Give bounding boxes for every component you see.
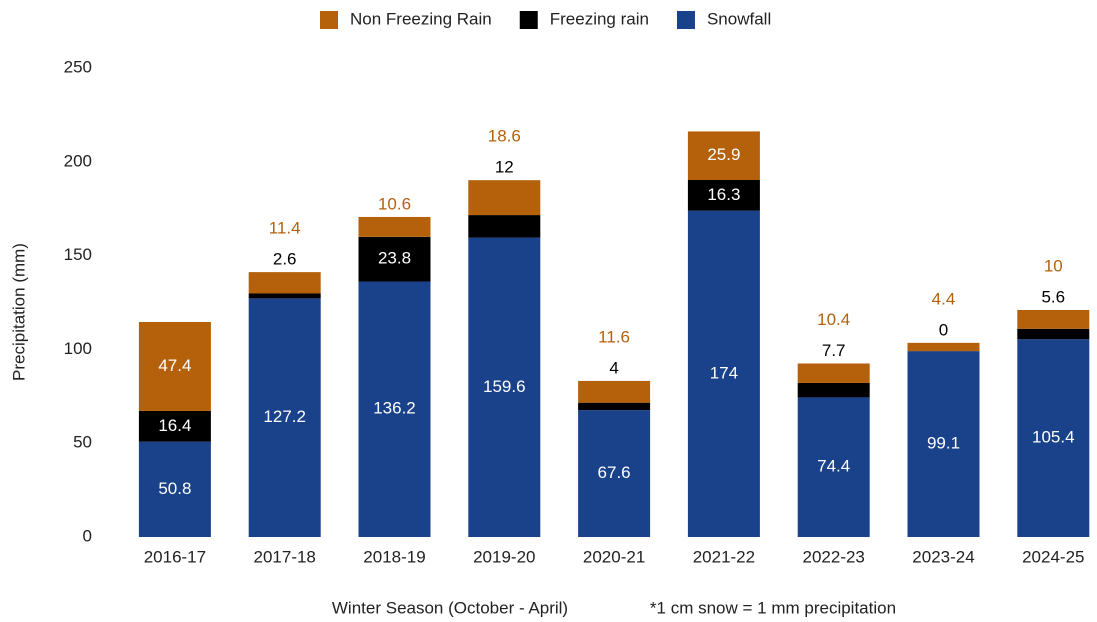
x-tick-label: 2020-21 [583,547,645,566]
bar-segment [1017,310,1090,329]
data-label: 11.4 [269,219,301,238]
x-tick-label: 2018-19 [363,547,425,566]
y-tick-label: 50 [73,433,92,452]
data-label: 159.6 [483,377,526,396]
y-tick-label: 200 [64,151,92,170]
bar-segment [687,131,760,180]
data-label: 174 [710,363,738,382]
y-tick-label: 100 [64,339,92,358]
legend-swatch [320,11,338,29]
x-tick-label: 2016-17 [144,547,206,566]
bar-segment [687,179,760,211]
bar-segment [578,410,651,537]
bar-segment [138,322,211,411]
bar-segment [797,397,870,537]
data-label: 105.4 [1032,428,1075,447]
legend-label: Freezing rain [550,9,649,28]
data-label: 4 [609,358,618,377]
legend-label: Non Freezing Rain [350,9,492,28]
bar-segment [358,281,431,537]
bar-segment [468,215,541,238]
data-label: 127.2 [263,407,306,426]
bar-segment [907,342,980,352]
y-tick-label: 150 [64,245,92,264]
x-tick-label: 2024-25 [1022,547,1084,566]
data-label: 74.4 [817,457,850,476]
data-label: 136.2 [373,399,416,418]
x-axis-title: Winter Season (October - April) [332,598,568,617]
bar-segment [578,380,651,403]
data-label: 12 [495,158,514,177]
data-label: 67.6 [598,463,631,482]
bar-segment [797,363,870,383]
bar-segment [687,210,760,538]
data-label: 4.4 [932,289,956,308]
legend-label: Snowfall [707,9,771,28]
x-tick-label: 2021-22 [693,547,755,566]
bar-segment [248,298,321,537]
data-label: 25.9 [707,145,740,164]
bar-segment [358,216,431,237]
bar-segment [248,272,321,294]
x-tick-label: 2023-24 [912,547,974,566]
y-tick-label: 0 [83,526,92,545]
bar-segment [138,441,211,537]
y-tick-label: 250 [64,57,92,76]
bar-segment [248,293,321,299]
bar-segment [468,180,541,216]
data-label: 16.3 [707,185,740,204]
x-tick-label: 2022-23 [803,547,865,566]
bar-segment [468,237,541,537]
data-label: 11.6 [598,327,630,346]
bar-segment [797,382,870,398]
bar-segment [1017,339,1090,537]
data-label: 18.6 [488,127,521,146]
data-label: 2.6 [273,250,297,269]
x-tick-label: 2017-18 [254,547,316,566]
legend-swatch [676,11,695,29]
y-axis-title: Precipitation (mm) [9,243,28,381]
bar-segment [1017,328,1090,340]
data-label: 16.4 [158,416,191,435]
data-label: 10.4 [817,310,850,329]
data-label: 47.4 [158,356,191,375]
x-tick-label: 2019-20 [473,547,535,566]
legend-swatch [519,11,538,29]
bar-segment [138,410,211,442]
bar-segment [907,351,980,537]
data-label: 23.8 [378,249,411,268]
bar-segment [358,236,431,282]
note: *1 cm snow = 1 mm precipitation [650,598,896,617]
data-label: 10.6 [378,194,411,213]
data-label: 7.7 [822,341,846,360]
data-label: 0 [939,320,948,339]
data-label: 10 [1044,256,1063,275]
data-label: 50.8 [158,479,191,498]
bar-segment [578,402,651,411]
data-label: 99.1 [927,434,960,453]
data-label: 5.6 [1041,287,1065,306]
